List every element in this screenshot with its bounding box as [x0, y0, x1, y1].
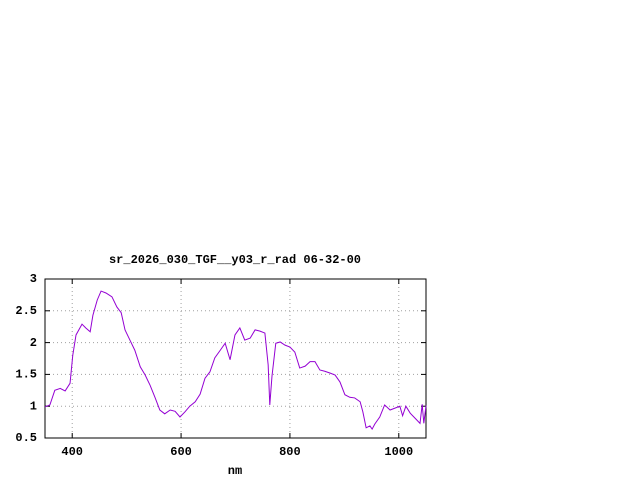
x-tick-label: 800: [279, 445, 301, 459]
y-tick-label: 2: [30, 336, 37, 350]
chart-title: sr_2026_030_TGF__y03_r_rad 06-32-00: [109, 253, 361, 267]
y-tick-label: 0.5: [15, 431, 37, 445]
data-line: [44, 290, 427, 431]
plot-frame: [44, 278, 427, 439]
x-tick-label: 400: [61, 445, 83, 459]
y-tick-label: 2.5: [15, 304, 37, 318]
y-tick-label: 1.5: [15, 368, 37, 382]
x-tick-label: 600: [170, 445, 192, 459]
x-tick-label: 1000: [384, 445, 413, 459]
x-axis-label: nm: [228, 464, 242, 478]
y-tick-label: 1: [30, 399, 37, 413]
y-tick-label: 3: [30, 272, 37, 286]
